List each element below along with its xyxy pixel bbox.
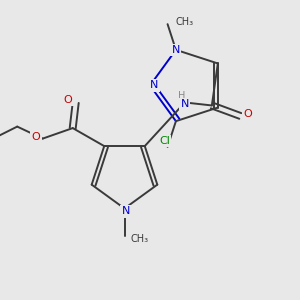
Text: O: O xyxy=(32,132,40,142)
Text: N: N xyxy=(172,45,180,55)
Text: N: N xyxy=(181,99,189,109)
Text: CH₃: CH₃ xyxy=(175,17,193,27)
Text: O: O xyxy=(244,110,252,119)
Text: H: H xyxy=(178,91,185,101)
Text: N: N xyxy=(122,206,130,217)
Text: O: O xyxy=(64,94,73,105)
Text: Cl: Cl xyxy=(159,136,170,146)
Text: N: N xyxy=(150,80,159,91)
Text: CH₃: CH₃ xyxy=(130,233,148,244)
